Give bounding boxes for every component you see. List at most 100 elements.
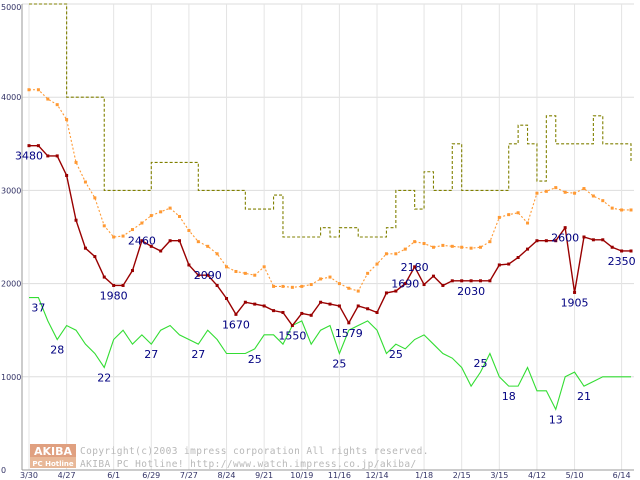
series-2-point bbox=[272, 309, 276, 313]
series-2-point bbox=[93, 255, 97, 259]
series-1-point bbox=[272, 284, 276, 288]
series-1-point bbox=[234, 269, 238, 273]
series-1-point bbox=[394, 252, 398, 256]
x-tick-label: 9/21 bbox=[255, 471, 273, 480]
series-1-point bbox=[629, 208, 633, 212]
series-2-point bbox=[36, 144, 40, 148]
series-2-point bbox=[535, 239, 539, 243]
series-2-point bbox=[573, 290, 577, 294]
series-1-point bbox=[178, 214, 181, 218]
series-1-point bbox=[507, 213, 511, 217]
series-1-point bbox=[479, 245, 482, 249]
series-1-point bbox=[441, 243, 445, 247]
series-2-point bbox=[356, 304, 360, 308]
series-layer bbox=[27, 3, 633, 411]
series-2-point bbox=[431, 274, 435, 278]
series-1-point bbox=[187, 228, 191, 232]
series-2-point bbox=[215, 283, 219, 287]
series-1-point bbox=[516, 211, 520, 215]
series-1-point bbox=[526, 221, 530, 225]
series-1-point bbox=[328, 275, 332, 279]
series-1-point bbox=[74, 160, 78, 164]
series-1-point bbox=[121, 234, 125, 238]
series-2-point bbox=[450, 279, 454, 283]
series-1-point bbox=[281, 284, 285, 288]
series-1-point bbox=[215, 252, 219, 256]
series-2-point bbox=[422, 283, 426, 287]
series-2-point bbox=[140, 239, 144, 243]
data-label: 18 bbox=[502, 390, 516, 403]
series-1-point bbox=[582, 187, 586, 191]
x-axis-ticks: 3/30 4/27 6/1 6/29 7/27 8/24 9/21 10/19 11/16 12/… bbox=[20, 471, 631, 480]
x-tick-label: 4/27 bbox=[58, 471, 76, 480]
series-1-point bbox=[384, 252, 388, 256]
series-1-point bbox=[403, 247, 407, 251]
series-2-point bbox=[65, 173, 69, 177]
series-1-point bbox=[290, 285, 294, 289]
data-label: 3480 bbox=[15, 150, 43, 163]
series-2-point bbox=[168, 239, 172, 243]
data-label: 2030 bbox=[457, 285, 485, 298]
x-tick-label: 6/1 bbox=[107, 471, 120, 480]
data-label: 1980 bbox=[100, 289, 128, 302]
logo-bottom-text: PC Hotline bbox=[32, 460, 74, 468]
series-2-point bbox=[544, 239, 548, 243]
y-tick-label: 5000 bbox=[1, 3, 21, 12]
series-2-point bbox=[253, 302, 257, 306]
series-2-point bbox=[83, 246, 87, 250]
series-2-point bbox=[497, 263, 501, 267]
series-2-point bbox=[460, 279, 464, 283]
data-label: 2090 bbox=[194, 269, 222, 282]
logo-top-box bbox=[30, 444, 76, 457]
series-1-point bbox=[46, 97, 50, 101]
series-2-point bbox=[225, 297, 229, 301]
x-tick-label: 6/29 bbox=[142, 471, 160, 480]
series-2-point bbox=[563, 226, 567, 230]
y-axis-ticks: 0 1000 2000 3000 4000 5000 bbox=[1, 3, 21, 475]
data-label: 1550 bbox=[278, 330, 306, 343]
x-tick-label: 2/15 bbox=[453, 471, 471, 480]
series-1-point bbox=[309, 283, 313, 287]
series-2-point bbox=[375, 310, 379, 314]
series-1-point bbox=[563, 190, 567, 194]
site-url-text: AKIBA PC Hotline! http://www.watch.impre… bbox=[80, 459, 417, 470]
series-2-point bbox=[121, 283, 125, 287]
series-3-line bbox=[29, 297, 631, 411]
series-2-point bbox=[46, 154, 50, 158]
series-2-point bbox=[159, 249, 163, 253]
series-2-point bbox=[112, 283, 116, 287]
data-label: 37 bbox=[31, 302, 45, 315]
series-1-point bbox=[601, 199, 605, 203]
y-tick-label: 1000 bbox=[1, 373, 21, 382]
series-1-point bbox=[83, 180, 87, 184]
series-1-point bbox=[591, 194, 595, 198]
series-2-point bbox=[366, 307, 370, 311]
series-1-point bbox=[93, 196, 97, 200]
x-tick-label: 3/15 bbox=[490, 471, 508, 480]
series-2-point bbox=[601, 238, 605, 242]
series-1-point bbox=[130, 228, 134, 232]
x-tick-label: 10/19 bbox=[290, 471, 313, 480]
series-1-point bbox=[262, 265, 266, 269]
series-2-point bbox=[262, 304, 266, 308]
series-1-point bbox=[159, 210, 163, 214]
series-2-point bbox=[243, 300, 247, 304]
data-label: 27 bbox=[144, 348, 158, 361]
series-1-point bbox=[65, 118, 69, 122]
series-2-point bbox=[300, 311, 304, 315]
data-label: 21 bbox=[577, 390, 591, 403]
series-2-point bbox=[582, 235, 586, 239]
series-2-point bbox=[130, 269, 134, 273]
data-label: 28 bbox=[50, 344, 64, 357]
data-label: 1579 bbox=[335, 327, 363, 340]
series-1-point bbox=[488, 240, 492, 244]
series-1-point bbox=[366, 271, 370, 275]
series-2-point bbox=[290, 324, 294, 328]
series-2-point bbox=[591, 238, 595, 242]
data-label: 1670 bbox=[222, 318, 250, 331]
series-2-point bbox=[74, 218, 78, 222]
series-1-point bbox=[375, 262, 379, 266]
data-label: 25 bbox=[389, 348, 403, 361]
